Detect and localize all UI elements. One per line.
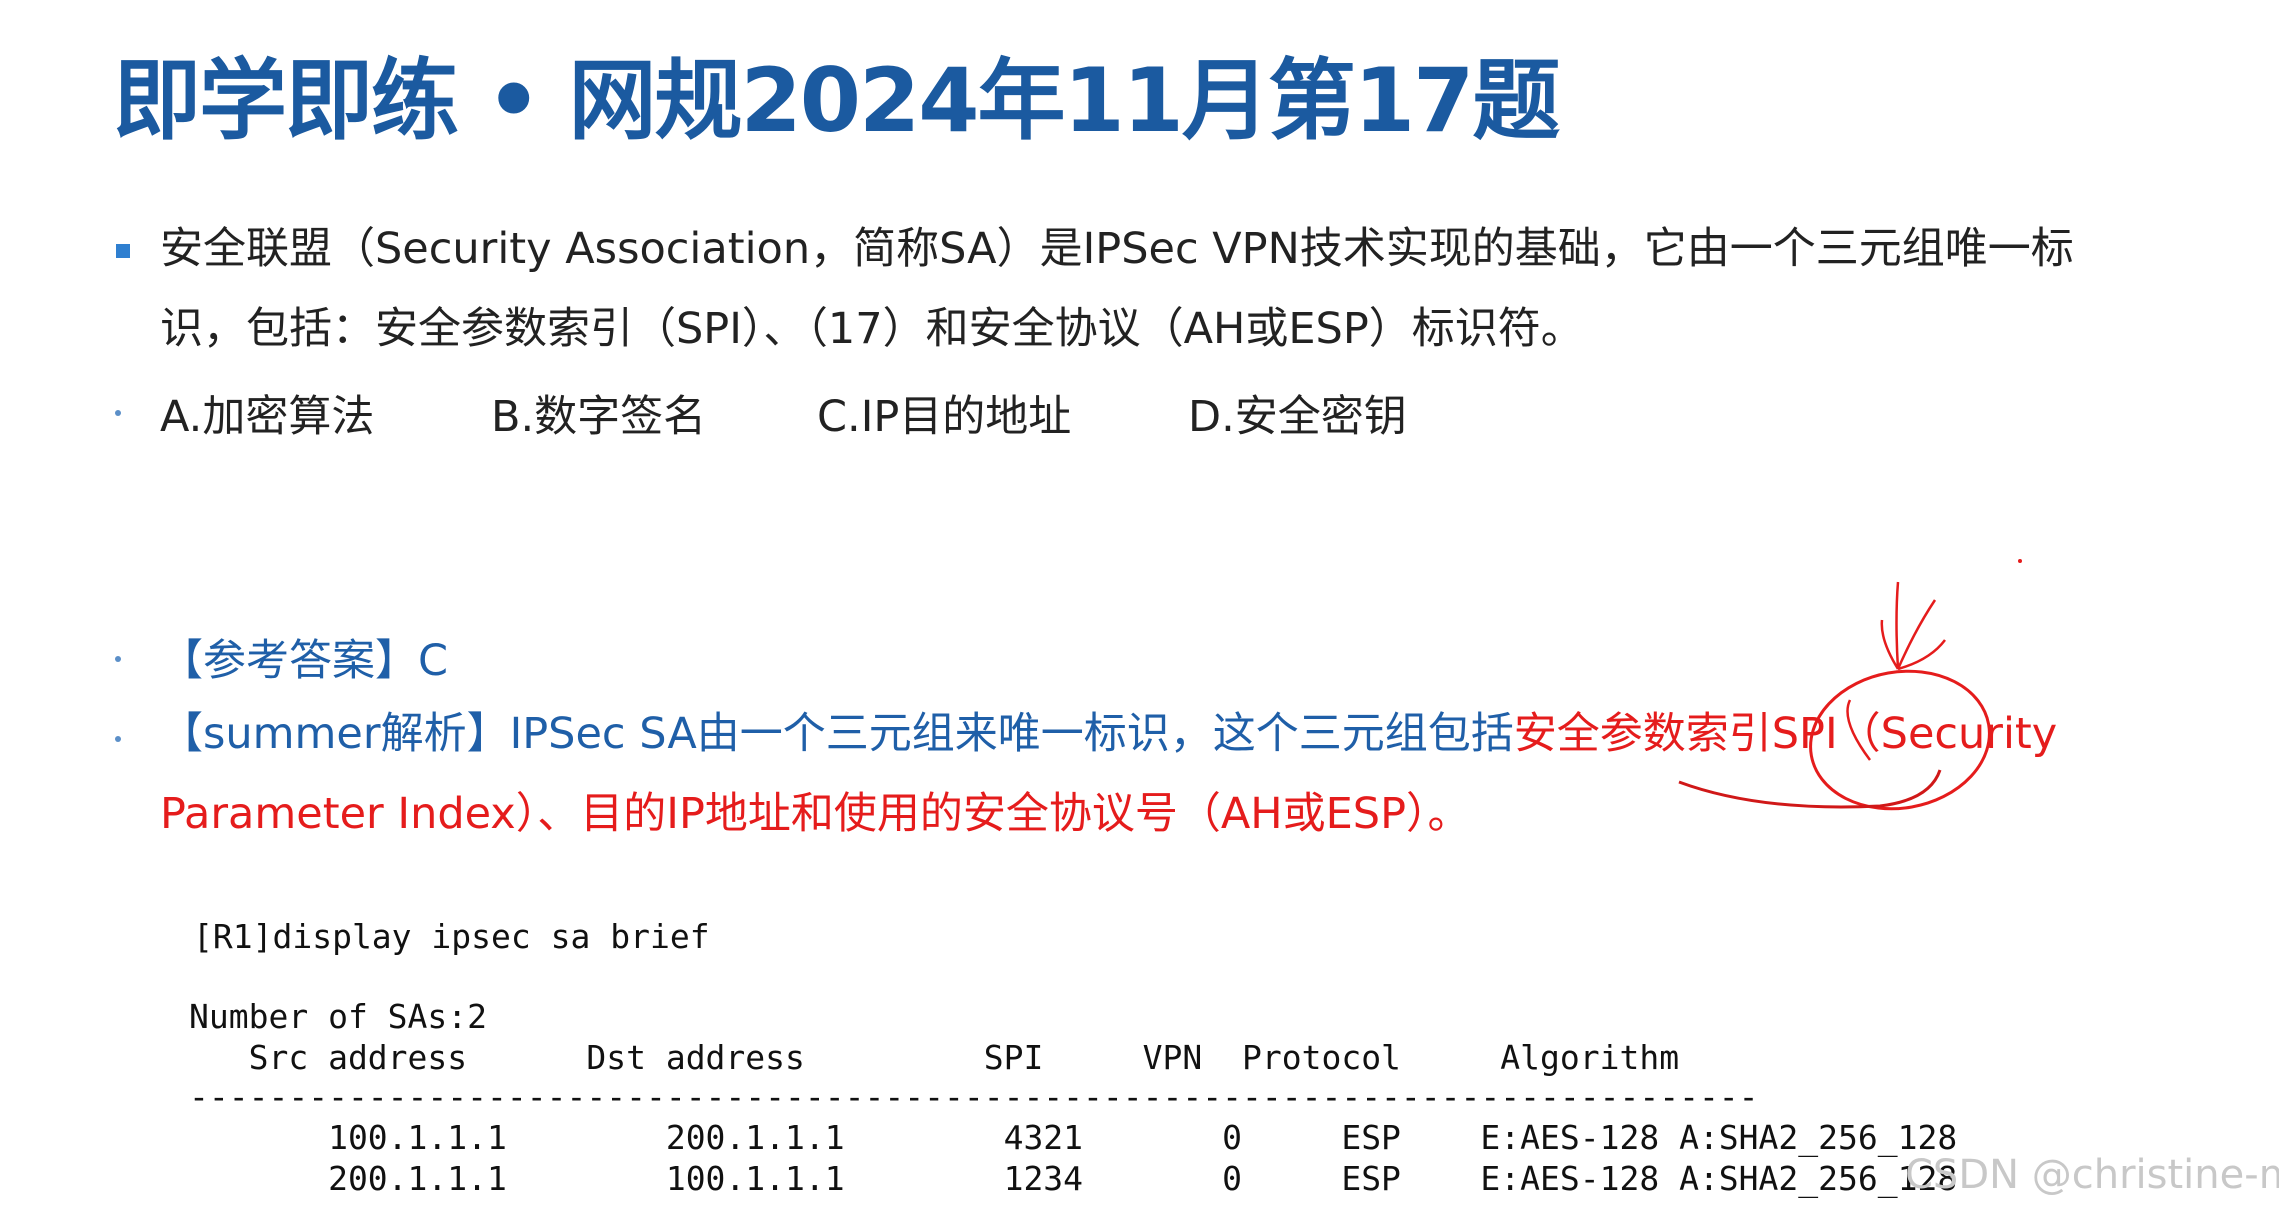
circle-annotation (1809, 669, 1991, 811)
analysis-text: 【summer解析】IPSec SA由一个三元组来唯一标识，这个三元组包括安全参… (160, 694, 2120, 854)
arrow-annotation (1846, 581, 1946, 761)
pen-dot (2018, 559, 2022, 563)
cli-table-row: 100.1.1.1 200.1.1.1 4321 0 ESP E:AES-128… (189, 1118, 1958, 1157)
bullet-dot-icon (115, 410, 121, 416)
cli-sa-count: Number of SAs:2 (189, 997, 488, 1036)
cli-command: [R1]display ipsec sa brief (193, 917, 710, 956)
option-c: C.IP目的地址 (817, 392, 1072, 442)
analysis-highlight: 安全参数索引SPI（Security Parameter Index）、目的IP… (160, 709, 2058, 839)
question-text: 安全联盟（Security Association，简称SA）是IPSec VP… (160, 224, 2074, 354)
cli-table-header: Src address Dst address SPI VPN Protocol… (189, 1038, 1680, 1077)
bullet-square-icon (116, 244, 130, 258)
watermark: CSDN @christine-m (1905, 1152, 2279, 1198)
analysis-intro: 【summer解析】IPSec SA由一个三元组来唯一标识，这个三元组包括 (160, 709, 1514, 759)
bullet-dot-icon (115, 736, 121, 742)
underline-annotation (1678, 769, 1942, 809)
option-d: D.安全密钥 (1188, 392, 1407, 442)
option-a: A.加密算法 (160, 392, 375, 442)
option-b: B.数字签名 (491, 392, 707, 442)
bullet-dot-icon (115, 656, 121, 662)
reference-answer: 【参考答案】C (160, 636, 449, 686)
cli-table-row: 200.1.1.1 100.1.1.1 1234 0 ESP E:AES-128… (189, 1159, 1958, 1198)
slide-title: 即学即练 • 网规2024年11月第17题 (113, 49, 1560, 152)
cli-divider: ----------------------------------------… (189, 1077, 1759, 1116)
